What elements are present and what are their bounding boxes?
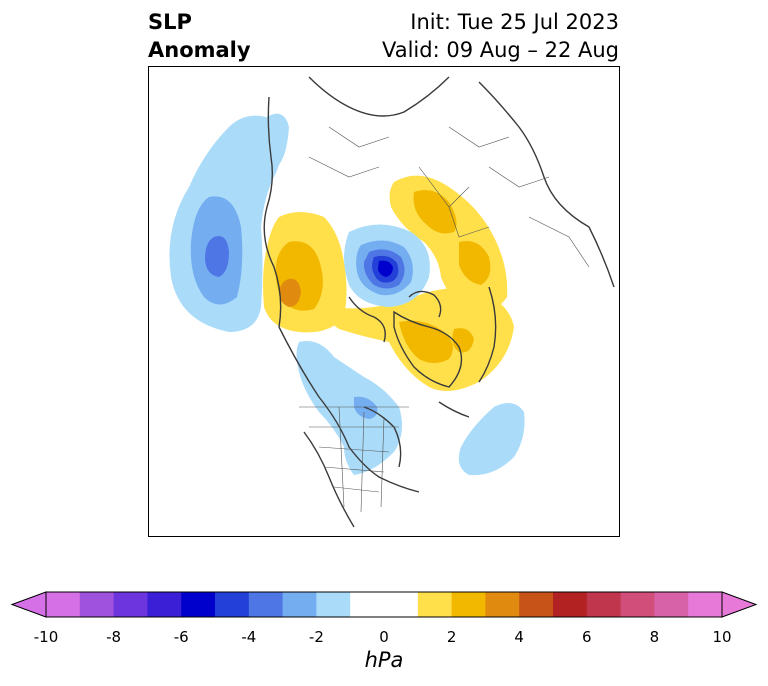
title-variable: SLP — [148, 10, 192, 34]
anomaly-canada-neg-outer — [296, 341, 403, 475]
colorbar-extend-left — [10, 591, 47, 618]
valid-range: Valid: 09 Aug – 22 Aug — [381, 38, 619, 62]
colorbar-tick-label: -2 — [308, 628, 324, 646]
colorbar-bin — [215, 592, 250, 617]
colorbar-bin — [79, 592, 115, 617]
colorbar — [0, 585, 768, 625]
colorbar-bin — [620, 592, 655, 617]
colorbar-tick-label: 8 — [649, 628, 660, 646]
colorbar-outline — [45, 591, 723, 618]
colorbar-bin — [485, 592, 520, 617]
anomaly-coast-neg — [267, 113, 289, 167]
colorbar-bin — [46, 592, 81, 617]
colorbar-bin — [654, 592, 689, 617]
colorbar-tick-label: -6 — [173, 628, 189, 646]
title-left: SLP Anomaly — [148, 8, 251, 64]
colorbar-bin — [688, 592, 723, 617]
title-right: Init: Tue 25 Jul 2023 Valid: 09 Aug – 22… — [382, 8, 619, 64]
borders — [299, 126, 590, 513]
colorbar-bin — [316, 592, 351, 617]
colorbar-tick-label: -8 — [106, 628, 122, 646]
colorbar-bin — [553, 592, 588, 617]
anomaly-map — [169, 76, 615, 528]
colorbar-bin — [384, 592, 419, 617]
colorbar-bin — [451, 592, 486, 617]
colorbar-unit-label: hPa — [364, 648, 404, 672]
colorbar-bin — [147, 592, 182, 617]
colorbar-tick-label: -10 — [33, 628, 59, 646]
colorbar-tick-label: 4 — [514, 628, 524, 646]
colorbar-bin — [586, 592, 622, 617]
anomaly-scandinavia-pos-mid2 — [459, 241, 491, 285]
colorbar-bin — [181, 592, 216, 617]
map-panel — [148, 66, 620, 537]
colorbar-tick-label: 10 — [712, 628, 732, 646]
anomaly-atlantic-neg — [458, 403, 525, 476]
colorbar-bin — [519, 592, 554, 617]
colorbar-bin — [282, 592, 317, 617]
colorbar-bin — [113, 592, 148, 617]
anomaly-arctic-neg-5 — [378, 260, 393, 277]
anomaly-alaska-pos-inner — [279, 278, 301, 307]
coastlines — [263, 76, 615, 528]
colorbar-bin — [350, 592, 385, 617]
anomaly-pacific-neg-inner — [205, 236, 229, 277]
colorbar-bin — [248, 592, 284, 617]
init-date: Init: Tue 25 Jul 2023 — [410, 10, 619, 34]
title-anomaly: Anomaly — [148, 38, 251, 62]
colorbar-tick-label: -4 — [241, 628, 257, 646]
colorbar-tick-label: 0 — [379, 628, 389, 646]
colorbar-svg — [10, 591, 758, 618]
colorbar-extend-right — [721, 591, 758, 618]
colorbar-tick-label: 6 — [582, 628, 592, 646]
colorbar-bin — [417, 592, 453, 617]
colorbar-tick-label: 2 — [446, 628, 457, 646]
anomaly-scandinavia-pos-mid — [413, 189, 457, 234]
